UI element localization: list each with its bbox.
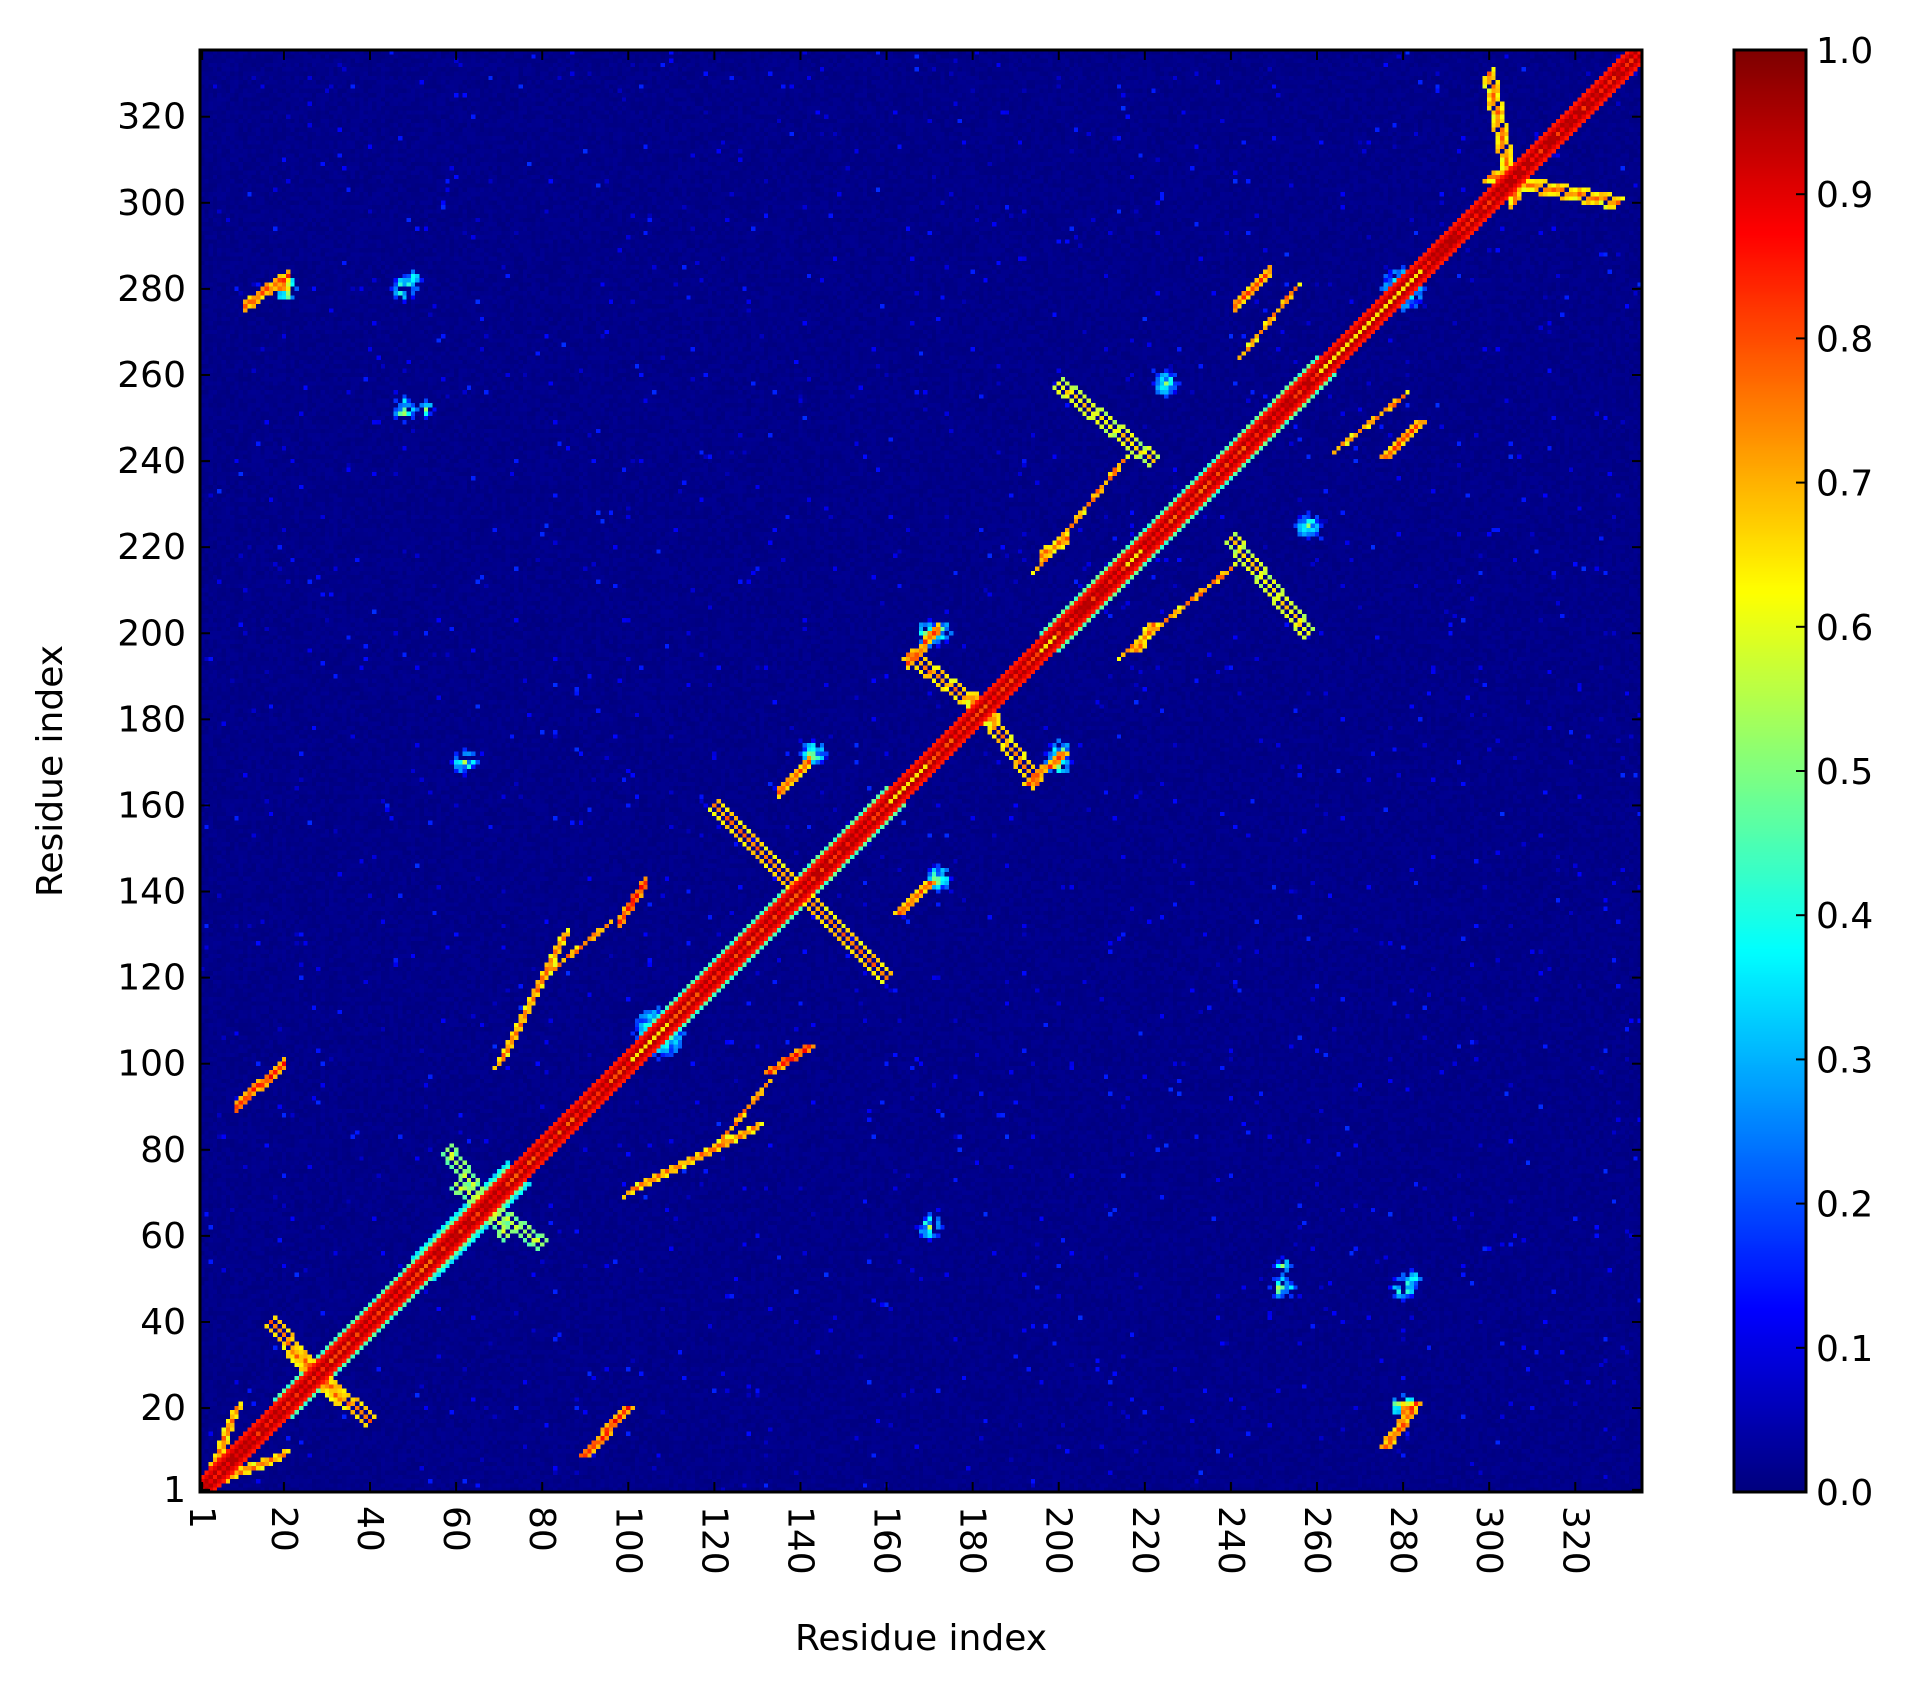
y-axis-label: Residue index <box>30 645 71 897</box>
y-tick-label: 100 <box>117 1044 186 1085</box>
heatmap-area <box>198 48 1644 1494</box>
colorbar-tick-label: 0.1 <box>1816 1329 1873 1370</box>
y-tick-label: 200 <box>117 613 186 654</box>
x-tick-label: 40 <box>349 1506 390 1552</box>
y-tick-label: 1 <box>163 1470 186 1511</box>
x-tick-label: 300 <box>1468 1506 1509 1575</box>
x-tick-label: 280 <box>1382 1506 1423 1575</box>
y-tick-label: 180 <box>117 699 186 740</box>
colorbar-tick-label: 0.9 <box>1816 175 1873 216</box>
colorbar-tick-label: 0.4 <box>1816 896 1873 937</box>
y-tick-label: 20 <box>140 1388 186 1429</box>
y-tick-label: 140 <box>117 872 186 913</box>
y-tick-label: 40 <box>140 1302 186 1343</box>
colorbar-tick-label: 0.5 <box>1816 752 1873 793</box>
colorbar-tick-label: 0.7 <box>1816 464 1873 505</box>
y-tick-label: 300 <box>117 183 186 224</box>
colorbar: 0.0 0.1 0.2 0.3 0.4 0.5 0.6 0.7 0.8 0.9 1.0 <box>1732 31 1873 1514</box>
y-tick-label: 220 <box>117 527 186 568</box>
x-tick-label: 260 <box>1296 1506 1337 1575</box>
y-tick-label: 260 <box>117 355 186 396</box>
colorbar-tick-label: 0.8 <box>1816 319 1873 360</box>
heatmap-frame <box>198 48 1644 1494</box>
x-tick-label: 220 <box>1124 1506 1165 1575</box>
y-tick-label: 60 <box>140 1216 186 1257</box>
y-tick-label: 160 <box>117 785 186 826</box>
x-tick-label: 320 <box>1554 1506 1595 1575</box>
y-tick-label: 120 <box>117 958 186 999</box>
x-tick-label: 180 <box>952 1506 993 1575</box>
x-tick-label: 80 <box>521 1506 562 1552</box>
y-axis-ticks: 1204060801001201401601802002202402602803… <box>117 97 1642 1511</box>
x-axis-label: Residue index <box>795 1618 1047 1659</box>
colorbar-tick-label: 0.2 <box>1816 1185 1873 1226</box>
y-tick-label: 280 <box>117 269 186 310</box>
colorbar-tick-label: 0.6 <box>1816 608 1873 649</box>
x-axis-ticks: 1 20 40 60 80 100 120 140 160 180 200 220 240 260 280 3… <box>181 50 1595 1575</box>
y-tick-label: 320 <box>117 97 186 138</box>
colorbar-gradient <box>1734 50 1806 1492</box>
heatmap-image <box>200 50 1642 1492</box>
colorbar-tick-label: 1.0 <box>1816 31 1873 72</box>
x-tick-label: 160 <box>866 1506 907 1575</box>
colorbar-tick-label: 0.3 <box>1816 1040 1873 1081</box>
x-tick-label: 140 <box>779 1506 820 1575</box>
colorbar-tick-label: 0.0 <box>1816 1473 1873 1514</box>
y-tick-label: 240 <box>117 441 186 482</box>
colorbar-ticks: 0.0 0.1 0.2 0.3 0.4 0.5 0.6 0.7 0.8 0.9 1.0 <box>1796 31 1873 1514</box>
y-tick-label: 80 <box>140 1130 186 1171</box>
x-tick-label: 120 <box>693 1506 734 1575</box>
x-tick-label: 200 <box>1038 1506 1079 1575</box>
x-tick-label: 60 <box>435 1506 476 1552</box>
x-tick-label: 1 <box>181 1506 222 1529</box>
x-tick-label: 20 <box>263 1506 304 1552</box>
x-tick-label: 240 <box>1210 1506 1251 1575</box>
x-tick-label: 100 <box>607 1506 648 1575</box>
